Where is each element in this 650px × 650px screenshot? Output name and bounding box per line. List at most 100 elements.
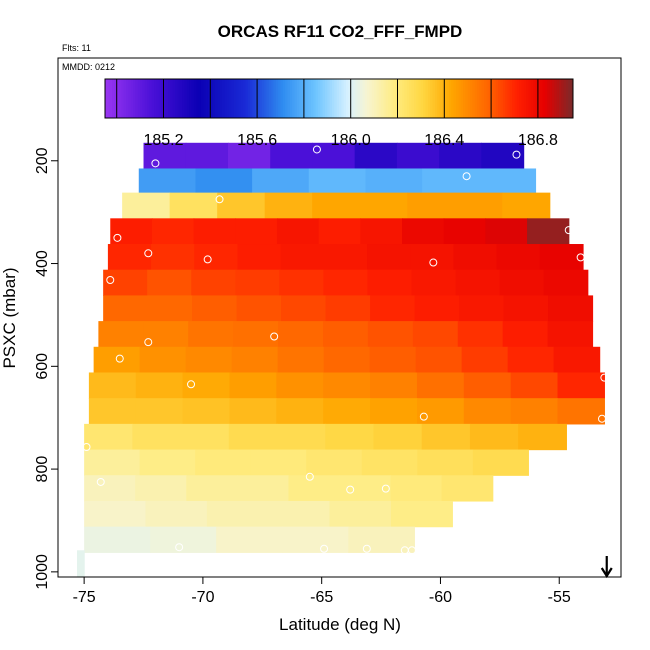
heatmap-cell xyxy=(288,475,341,502)
colorbar-swatch xyxy=(509,79,513,118)
heatmap-cell xyxy=(502,321,549,348)
heatmap-cell xyxy=(459,295,505,322)
colorbar-tick-label: 186.4 xyxy=(424,132,464,149)
colorbar-swatch xyxy=(402,79,406,118)
heatmap-cell xyxy=(463,398,512,425)
colorbar-swatch xyxy=(219,79,223,118)
observation-point xyxy=(346,485,355,494)
observation-point xyxy=(151,159,160,168)
heatmap-cell xyxy=(229,398,277,425)
heatmap-cell xyxy=(557,398,605,425)
heatmap-cell xyxy=(84,500,147,528)
observation-point xyxy=(203,255,212,264)
colorbar-swatch xyxy=(376,79,380,118)
colorbar-swatch xyxy=(179,79,183,118)
heatmap-cell xyxy=(348,526,415,553)
colorbar-swatch xyxy=(568,79,572,118)
observation-point xyxy=(305,472,314,481)
colorbar-swatch xyxy=(191,79,195,118)
heatmap-cell xyxy=(455,269,501,296)
heatmap-cell xyxy=(195,449,252,476)
observation-point xyxy=(529,148,538,157)
heatmap-cell xyxy=(231,346,279,374)
colorbar-swatch xyxy=(289,79,293,118)
colorbar-swatch xyxy=(105,79,108,118)
heatmap-cell xyxy=(180,423,230,451)
x-tick-label: -65 xyxy=(310,589,333,606)
colorbar-swatch xyxy=(467,79,471,118)
heatmap-cell xyxy=(421,423,471,451)
heatmap-cell xyxy=(453,244,498,271)
heatmap-cell xyxy=(195,168,253,195)
colorbar-swatch xyxy=(507,79,511,118)
colorbar-swatch xyxy=(229,79,232,118)
x-tick-label: -55 xyxy=(548,589,571,606)
colorbar-swatch xyxy=(203,79,207,118)
heatmap-cell xyxy=(411,269,457,296)
heatmap-cell xyxy=(268,500,331,528)
colorbar-swatch xyxy=(491,79,494,118)
colorbar-swatch xyxy=(367,79,370,118)
colorbar-swatch xyxy=(107,79,111,118)
heatmap-cell xyxy=(325,295,371,322)
colorbar-swatch xyxy=(500,79,504,118)
heatmap-cell xyxy=(77,550,85,577)
colorbar-swatch xyxy=(463,79,466,118)
heatmap-cell xyxy=(169,192,218,219)
colorbar-swatch xyxy=(175,79,179,118)
plot-frame xyxy=(57,57,622,578)
heatmap-cell xyxy=(390,475,443,502)
colorbar-swatch xyxy=(362,79,366,118)
heatmap-cell xyxy=(151,244,195,271)
heatmap-cell xyxy=(182,372,231,399)
colorbar-swatch xyxy=(165,79,169,118)
heatmap-cell xyxy=(188,321,234,348)
heatmap-cell xyxy=(84,449,141,476)
observation-point xyxy=(429,258,438,267)
heatmap-cell xyxy=(370,398,418,425)
colorbar-swatch xyxy=(149,79,153,118)
colorbar-swatch xyxy=(261,79,265,118)
colorbar-swatch xyxy=(357,79,361,118)
colorbar-swatch xyxy=(217,79,221,118)
y-tick-label: 800 xyxy=(34,456,51,483)
colorbar-swatch xyxy=(432,79,436,118)
observation-point xyxy=(115,354,124,363)
colorbar-swatch xyxy=(207,79,211,118)
heatmap-cell xyxy=(325,423,375,451)
colorbar-swatch xyxy=(154,79,157,118)
heatmap-cell xyxy=(235,269,280,296)
colorbar-swatch xyxy=(222,79,225,118)
heatmap-cell xyxy=(138,168,197,195)
heatmap-cell xyxy=(147,269,192,296)
heatmap-cell xyxy=(237,475,290,502)
colorbar-swatch xyxy=(236,79,239,118)
heatmap-cell xyxy=(227,142,271,170)
heatmap-cell xyxy=(306,449,363,476)
observation-point xyxy=(96,477,105,486)
colorbar-swatch xyxy=(182,79,186,118)
heatmap-cell xyxy=(510,398,559,425)
colorbar-swatch xyxy=(243,79,246,118)
heatmap-cell xyxy=(441,475,494,502)
heatmap-cell xyxy=(135,475,187,502)
colorbar-swatch xyxy=(547,79,551,118)
heatmap-cell xyxy=(185,346,233,374)
colorbar-swatch xyxy=(247,79,251,118)
colorbar-swatch xyxy=(355,79,359,118)
observation-point xyxy=(362,544,371,553)
heatmap-cell xyxy=(323,269,369,296)
colorbar-swatch xyxy=(418,79,422,118)
colorbar-swatch xyxy=(409,79,413,118)
heatmap-cell xyxy=(143,142,187,170)
heatmap-cell xyxy=(417,449,474,476)
heatmap-cell xyxy=(369,346,417,374)
heatmap-cell xyxy=(122,192,171,219)
colorbar-swatch xyxy=(156,79,160,118)
heatmap-cell xyxy=(407,192,456,219)
colorbar-swatch xyxy=(250,79,253,118)
colorbar-swatch xyxy=(554,79,558,118)
colorbar-swatch xyxy=(264,79,267,118)
y-axis: 200 400 600 800 1000 xyxy=(34,147,58,590)
colorbar-swatch xyxy=(486,79,490,118)
